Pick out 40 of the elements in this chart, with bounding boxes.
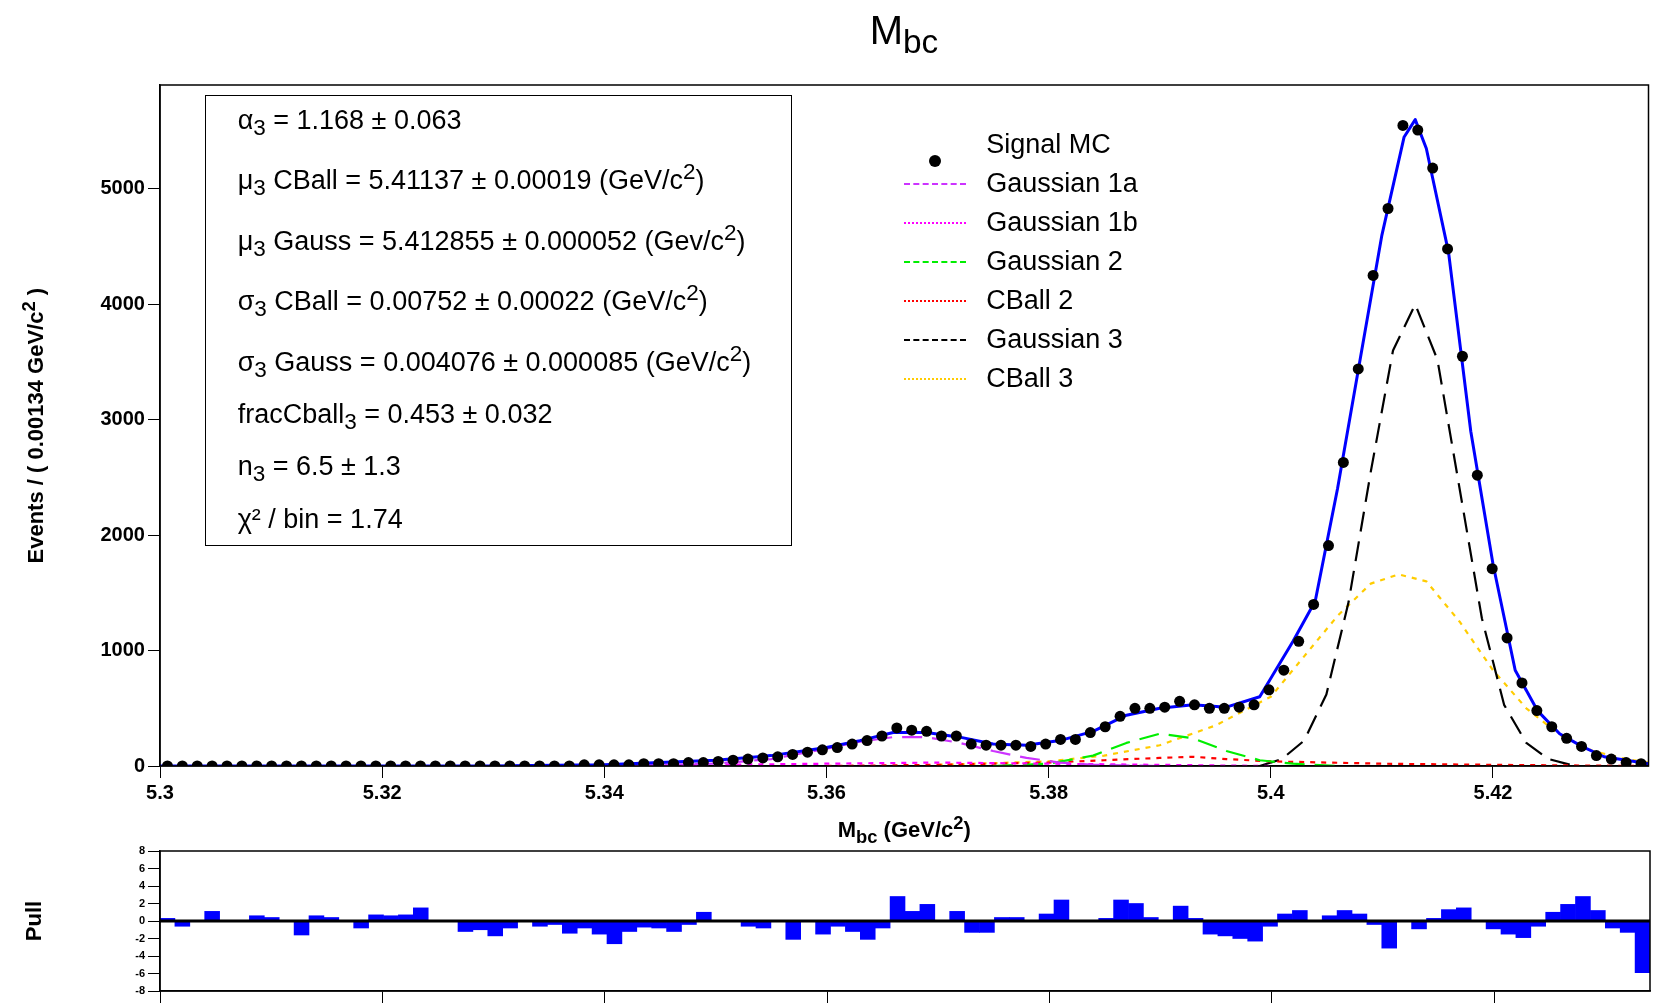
x-tick-label: 5.36 — [807, 780, 846, 803]
annotation: μ$_{3}$ CBall = 5.41137 ± 0.00019 (GeV/c$^{2}$) — [237, 158, 706, 203]
x-tick-label: 5.32 — [362, 780, 402, 803]
y-tick-label: 2 — [138, 896, 145, 909]
x-tick-label: 5.4 — [1256, 780, 1286, 803]
annotation: σ$_{3}$ Gauss = 0.004076 ± 0.000085 (GeV/c$^{2}$) — [237, 339, 752, 384]
legend-label: Gaussian 3 — [986, 323, 1123, 356]
annotation: χ² / bin = 1.74 — [237, 502, 404, 536]
y-tick-label: 2000 — [100, 522, 145, 545]
legend-label: Signal MC — [986, 128, 1111, 161]
x-tick-label: 5.38 — [1029, 780, 1069, 803]
y-tick-label: 8 — [138, 844, 145, 857]
y-tick-label: 0 — [138, 914, 145, 927]
y-axis-title: Pull — [21, 900, 48, 942]
legend-label: Gaussian 2 — [986, 245, 1123, 278]
y-tick-label: 0 — [133, 753, 145, 776]
legend-label: CBall 3 — [986, 362, 1074, 395]
y-tick-label: -4 — [135, 949, 146, 962]
y-tick-label: -8 — [135, 984, 145, 997]
annotation: n$_{3}$ = 6.5 ± 1.3 — [237, 450, 402, 489]
y-tick-label: 5000 — [100, 176, 145, 199]
x-tick-label: 5.34 — [584, 780, 625, 803]
y-tick-label: 3000 — [100, 407, 145, 430]
y-tick-label: 4 — [138, 879, 146, 892]
legend-label: Gaussian 1b — [986, 206, 1138, 239]
legend-label: CBall 2 — [986, 284, 1074, 317]
annotation: σ$_{3}$ CBall = 0.00752 ± 0.00022 (GeV/c$^{2}$) — [237, 279, 709, 324]
x-axis-title: M$_{bc}$ (GeV/c$^{2}$) — [837, 812, 971, 848]
legend-label: Gaussian 1a — [986, 167, 1138, 200]
x-tick-label: 5.3 — [146, 780, 174, 803]
y-tick-label: 1000 — [100, 638, 145, 661]
annotation: α$_{3}$ = 1.168 ± 0.063 — [237, 104, 463, 143]
annotation: μ$_{3}$ Gauss = 5.412855 ± 0.000052 (Gev/c$^{2}$) — [237, 218, 747, 264]
chart-title: M$_{bc}$ — [869, 8, 939, 61]
y-tick-label: -2 — [135, 931, 145, 944]
x-tick-label: 5.42 — [1473, 780, 1513, 803]
y-tick-label: 6 — [138, 861, 145, 874]
y-tick-label: -6 — [135, 966, 145, 979]
y-tick-label: 4000 — [100, 291, 145, 314]
annotation: fracCball$_{3}$ = 0.453 ± 0.032 — [237, 397, 554, 437]
